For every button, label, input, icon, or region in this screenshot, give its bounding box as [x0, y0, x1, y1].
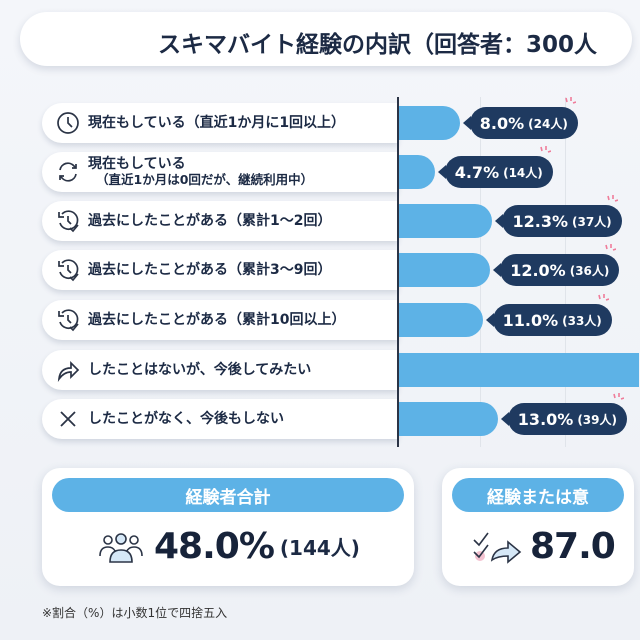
data-label-percent: 4.7% [454, 162, 500, 182]
history-check-icon [58, 210, 79, 233]
sparkle-icon [539, 146, 551, 153]
data-label-count: (36人) [569, 263, 610, 278]
data-label-count: (33人) [562, 313, 602, 328]
history-check-icon [58, 259, 79, 282]
x-icon [60, 411, 76, 427]
card-header: 経験または意 [452, 478, 624, 512]
sparkle-icon [605, 244, 617, 251]
bar [399, 353, 639, 387]
data-label-count: (14人) [503, 165, 543, 180]
data-label-count: (24人) [528, 116, 568, 131]
row-label: したことがなく、今後もしない [42, 399, 398, 439]
row-label: 現在もしている （直近1か月は0回だが、継続利用中） [42, 152, 398, 192]
category-sublabel: （直近1か月は0回だが、継続利用中） [96, 172, 314, 187]
category-label: 過去にしたことがある（累計10回以上） [88, 311, 346, 328]
category-label: したことがなく、今後もしない [88, 410, 284, 427]
category-label-main: 現在もしている [88, 156, 186, 172]
data-label-percent: 11.0% [502, 310, 559, 330]
data-label-percent: 12.0% [510, 260, 566, 280]
share-arrow-icon [57, 360, 80, 382]
title-banner: スキマバイト経験の内訳（回答者：300人 [20, 12, 632, 66]
row-label: 過去にしたことがある（累計3〜9回） [42, 250, 398, 290]
card-value-row: 48.0% (144人) [98, 526, 360, 567]
sparkle-icon [607, 195, 619, 202]
data-label: 12.0% (36人) [493, 254, 620, 286]
experienced-total-value: 48.0% [154, 526, 275, 567]
data-label-percent: 13.0% [517, 409, 574, 429]
data-label: 11.0% (33人) [485, 304, 612, 336]
card-header: 経験者合計 [52, 478, 404, 512]
experience-or-intent-value: 87.0 [530, 526, 616, 567]
people-icon [99, 532, 143, 563]
experienced-total-count: (144人) [279, 536, 360, 560]
row-label: 過去にしたことがある（累計1〜2回） [42, 201, 398, 241]
refresh-icon [59, 162, 77, 182]
bar [399, 155, 435, 189]
data-label-count: (39人) [577, 412, 617, 427]
data-label: 13.0% (39人) [500, 403, 627, 435]
data-label-percent: 12.3% [512, 211, 568, 231]
data-label-percent: 8.0% [479, 113, 525, 133]
summary-card-experience-or-intent: 経験または意 87.0 [442, 468, 634, 586]
clock-icon [57, 112, 79, 134]
category-label: 現在もしている （直近1か月は0回だが、継続利用中） [88, 156, 314, 188]
category-label: 過去にしたことがある（累計3〜9回） [88, 261, 332, 278]
sparkle-icon [565, 97, 576, 104]
check-arrow-icon [473, 532, 522, 564]
row-label: 過去にしたことがある（累計10回以上） [42, 300, 398, 340]
card-value-row: 87.0 [472, 526, 616, 567]
bar [399, 106, 460, 140]
data-label: 4.7% (14人) [437, 156, 553, 188]
axis-line [397, 97, 399, 447]
data-label: 8.0% (24人) [462, 107, 578, 139]
data-label-count: (37人) [571, 214, 612, 229]
footnote: ※割合（%）は小数1位で四捨五入 [42, 606, 228, 620]
sparkle-icon [613, 393, 624, 400]
history-check-icon [58, 309, 79, 332]
category-label: 過去にしたことがある（累計1〜2回） [88, 212, 332, 229]
category-label: したことはないが、今後してみたい [88, 361, 312, 378]
bar [399, 402, 498, 436]
summary-card-experienced: 経験者合計 48.0% (144人) [42, 468, 414, 586]
data-label: 12.3% (37人) [495, 205, 622, 237]
bar [399, 204, 493, 238]
bar [399, 253, 491, 287]
bar [399, 303, 483, 337]
sparkle-icon [597, 294, 609, 301]
row-label: 現在もしている（直近1か月に1回以上） [42, 103, 398, 143]
row-label: したことはないが、今後してみたい [42, 350, 398, 390]
category-label: 現在もしている（直近1か月に1回以上） [88, 114, 346, 131]
chart-title: スキマバイト経験の内訳（回答者：300人 [158, 32, 598, 58]
